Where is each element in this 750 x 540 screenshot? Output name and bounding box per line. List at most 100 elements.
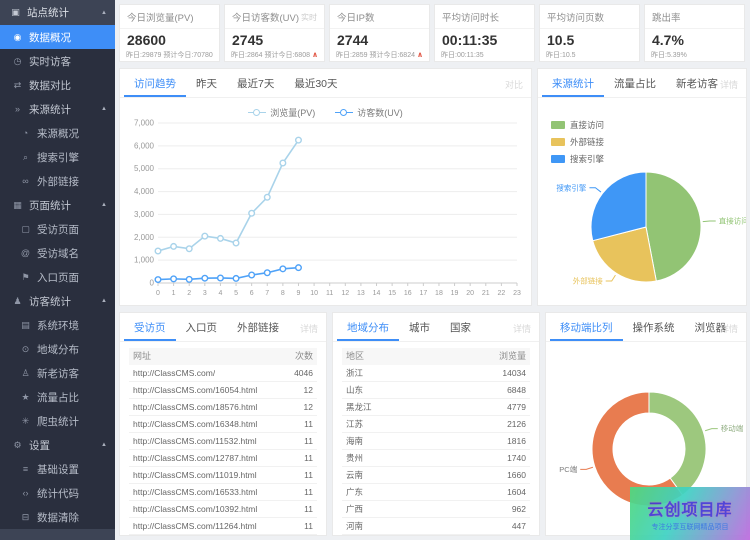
region-detail-link[interactable]: 详情 (513, 322, 531, 335)
stat-card-title: 今日访客数(UV)实时 (225, 5, 324, 29)
sidebar-item-label: 受访页面 (37, 222, 79, 237)
sidebar-item-traffic-ratio[interactable]: ★流量占比 (0, 385, 115, 409)
sidebar-item-source-stats[interactable]: »来源统计▲ (0, 97, 115, 121)
cell-url: http://ClassCMS.com/11532.html (133, 433, 257, 449)
pages-detail-link[interactable]: 详情 (300, 322, 318, 335)
sidebar-item-region-distribution[interactable]: ⊙地域分布 (0, 337, 115, 361)
svg-text:12: 12 (341, 290, 349, 297)
table-row: 广西962 (342, 501, 530, 518)
svg-text:6,000: 6,000 (134, 141, 155, 150)
sidebar-item-page-stats[interactable]: ▦页面统计▲ (0, 193, 115, 217)
svg-text:23: 23 (513, 290, 521, 297)
svg-text:18: 18 (435, 290, 443, 297)
sidebar-item-crawler-stats[interactable]: ✳爬虫统计 (0, 409, 115, 433)
users-icon: ♙ (19, 368, 32, 379)
cell-url: 贵州 (346, 450, 363, 466)
tab-新老访客[interactable]: 新老访客 (666, 69, 728, 97)
cell-url: 云南 (346, 467, 363, 483)
tab-受访页[interactable]: 受访页 (124, 313, 176, 341)
stat-card-sub: 昨日:10.5 (540, 48, 639, 62)
sidebar-item-source-overview[interactable]: ◔来源概况 (0, 121, 115, 145)
cell-url: http://ClassCMS.com/16348.html (133, 416, 257, 432)
sidebar-item-site-stats[interactable]: ▣站点统计▲ (0, 0, 115, 25)
sidebar-item-external-links[interactable]: ∞外部链接 (0, 169, 115, 193)
sidebar-item-new-old-visitors[interactable]: ♙新老访客 (0, 361, 115, 385)
svg-text:外部链接: 外部链接 (573, 276, 603, 286)
chevrons-icon: » (11, 104, 24, 114)
pie-icon: ◔ (19, 128, 32, 138)
tab-流量占比[interactable]: 流量占比 (604, 69, 666, 97)
compare-link[interactable]: 对比 (505, 78, 523, 91)
cell-count: 14034 (496, 365, 526, 381)
table-row: http://ClassCMS.com/4046 (129, 365, 317, 382)
stat-card-value: 4.7% (645, 29, 744, 48)
sidebar-item-label: 地域分布 (37, 342, 79, 357)
svg-text:PC端: PC端 (559, 464, 577, 474)
tab-最近30天[interactable]: 最近30天 (284, 69, 347, 97)
tab-国家[interactable]: 国家 (440, 313, 481, 341)
sidebar-item-visited-domains[interactable]: @受访域名 (0, 241, 115, 265)
region-panel: 地域分布城市国家 详情 地区浏览量浙江14034山东6848黑龙江4779江苏2… (332, 312, 540, 536)
stat-card-title-text: 今日浏览量(PV) (127, 10, 194, 24)
sidebar-item-realtime-visitors[interactable]: ◷实时访客 (0, 49, 115, 73)
tab-移动端比列[interactable]: 移动端比列 (550, 313, 623, 341)
stat-card-title: 平均访问时长 (435, 5, 534, 29)
compare-icon: ⇄ (11, 80, 24, 91)
tab-昨天[interactable]: 昨天 (186, 69, 227, 97)
sidebar-item-system-env[interactable]: ▤系统环境 (0, 313, 115, 337)
sidebar-item-data-clear[interactable]: ⊟数据清除 (0, 505, 115, 529)
svg-text:直接访问: 直接访问 (719, 215, 746, 225)
svg-text:2,000: 2,000 (134, 233, 155, 242)
stat-card-value: 2745 (225, 29, 324, 48)
sidebar-item-label: 入口页面 (37, 270, 79, 285)
pages-tabs: 受访页入口页外部链接 (120, 313, 326, 342)
sidebar-item-data-overview[interactable]: ◉数据概况 (0, 25, 115, 49)
table-row: 江苏2126 (342, 416, 530, 433)
stat-card-sub: 昨日:2864 预计今日:6808∧ (225, 48, 324, 62)
stat-card-sub: 昨日:00:11:35 (435, 48, 534, 62)
tab-访问趋势[interactable]: 访问趋势 (124, 69, 186, 97)
sidebar-item-entry-pages[interactable]: ⚑ 入口页面 (0, 265, 115, 289)
bug-icon: ✳ (19, 416, 32, 427)
svg-text:7: 7 (265, 290, 269, 297)
stat-card-title-text: 今日IP数 (337, 10, 374, 24)
region-table: 地区浏览量浙江14034山东6848黑龙江4779江苏2126海南1816贵州1… (342, 348, 530, 535)
cell-count: 1604 (501, 484, 526, 500)
trend-up-icon: ∧ (417, 50, 423, 59)
table-row: http://ClassCMS.com/18576.html12 (129, 399, 317, 416)
svg-text:3,000: 3,000 (134, 210, 155, 219)
tab-地域分布[interactable]: 地域分布 (337, 313, 399, 341)
svg-text:21: 21 (482, 290, 490, 297)
sidebar-item-visitor-stats[interactable]: ♟访客统计▲ (0, 289, 115, 313)
mobile-detail-link[interactable]: 详情 (720, 322, 738, 335)
stat-card: 跳出率4.7%昨日:5.39% (644, 4, 745, 62)
tab-入口页[interactable]: 入口页 (176, 313, 228, 341)
sidebar-item-data-compare[interactable]: ⇄数据对比 (0, 73, 115, 97)
flag-icon: ⚑ (19, 272, 32, 283)
sidebar-item-label: 系统环境 (37, 318, 79, 333)
tab-最近7天[interactable]: 最近7天 (227, 69, 284, 97)
tab-操作系统[interactable]: 操作系统 (623, 313, 685, 341)
tab-城市[interactable]: 城市 (399, 313, 440, 341)
sidebar-item-basic-settings[interactable]: ≡基础设置 (0, 457, 115, 481)
sidebar-item-search-engine[interactable]: ⌕搜索引擎 (0, 145, 115, 169)
svg-text:搜索引擎: 搜索引擎 (556, 182, 586, 192)
tab-来源统计[interactable]: 来源统计 (542, 69, 604, 97)
tab-外部链接[interactable]: 外部链接 (227, 313, 289, 341)
column-header: 网址 (133, 348, 151, 365)
sidebar-item-label: 基础设置 (37, 462, 79, 477)
cell-count: 2126 (501, 416, 526, 432)
svg-text:0: 0 (150, 279, 155, 288)
source-detail-link[interactable]: 详情 (720, 78, 738, 91)
cell-count: 11 (298, 416, 313, 432)
cell-url: http://ClassCMS.com/11019.html (133, 467, 257, 483)
svg-text:20: 20 (466, 290, 474, 297)
sidebar-item-stats-code[interactable]: ‹›统计代码 (0, 481, 115, 505)
cell-count: 12 (298, 382, 313, 398)
table-header: 地区浏览量 (342, 348, 530, 365)
cell-count: 1740 (501, 450, 526, 466)
sidebar-item-visited-pages[interactable]: ▢受访页面 (0, 217, 115, 241)
stat-card-value: 28600 (120, 29, 219, 48)
sidebar-item-settings[interactable]: ⚙设置▲ (0, 433, 115, 457)
cell-count: 11 (298, 467, 313, 483)
